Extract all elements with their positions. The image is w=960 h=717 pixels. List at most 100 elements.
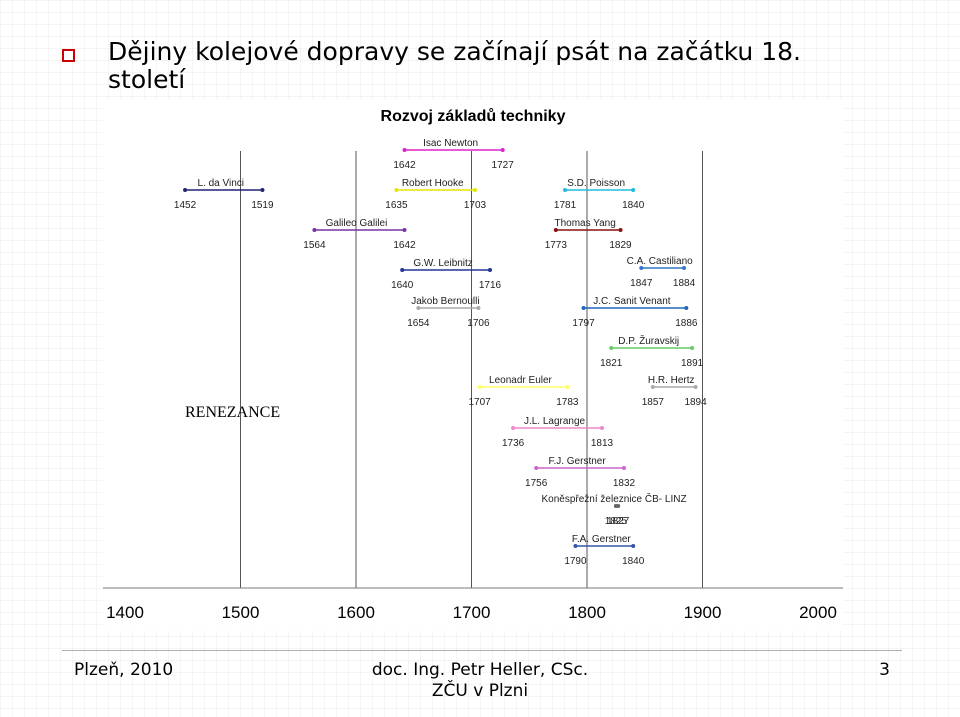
entry-9-start-year: 1797 xyxy=(572,318,595,329)
entry-2-end-marker xyxy=(472,188,477,192)
entry-9-start-marker xyxy=(581,306,586,310)
entry-0-start-year: 1642 xyxy=(393,160,416,171)
entry-13-start-year: 1736 xyxy=(502,438,525,449)
entry-3-name: S.D. Poisson xyxy=(567,178,625,189)
bullet-icon xyxy=(62,49,75,62)
footer-author-name: doc. Ing. Petr Heller, CSc. xyxy=(371,660,589,680)
x-tick-label-1500: 1500 xyxy=(222,603,260,622)
entry-6-name: G.W. Leibnitz xyxy=(413,258,472,269)
entry-8-start-marker xyxy=(416,306,421,310)
entry-12-name: H.R. Hertz xyxy=(648,375,695,386)
entry-7-name: C.A. Castiliano xyxy=(627,256,694,267)
x-tick-label-2000: 2000 xyxy=(799,603,837,622)
entry-1-start-year: 1452 xyxy=(174,200,197,211)
entry-14-name: F.J. Gerstner xyxy=(548,456,606,467)
x-tick-label-1800: 1800 xyxy=(568,603,606,622)
entry-12-start-year: 1857 xyxy=(642,397,665,408)
entry-1-start-marker xyxy=(183,188,188,192)
entry-8-name: Jakob Bernoulli xyxy=(411,296,479,307)
entry-0-end-marker xyxy=(500,148,505,152)
chart-title: Rozvoj základů techniky xyxy=(381,108,566,125)
entry-10-name: D.P. Žuravskij xyxy=(618,334,679,347)
page-number: 3 xyxy=(879,660,890,680)
entry-2-start-marker xyxy=(394,188,399,192)
entry-6-end-marker xyxy=(487,268,492,272)
entry-10-start-year: 1821 xyxy=(600,358,623,369)
entry-5-start-marker xyxy=(553,228,558,232)
entry-15-end-marker xyxy=(616,504,621,508)
entry-4-start-year: 1564 xyxy=(303,240,326,251)
entry-11-name: Leonadr Euler xyxy=(489,375,552,386)
entry-14-start-marker xyxy=(534,466,539,470)
entry-12-start-marker xyxy=(650,385,655,389)
entry-3-end-marker xyxy=(631,188,636,192)
entry-1-name: L. da Vinci xyxy=(197,178,244,189)
entry-16-end-marker xyxy=(631,544,636,548)
era-label: RENEZANCE xyxy=(185,404,280,421)
entry-5-end-marker xyxy=(618,228,623,232)
x-tick-label-1700: 1700 xyxy=(453,603,491,622)
entry-7-end-marker xyxy=(682,266,687,270)
entry-8-start-year: 1654 xyxy=(407,318,430,329)
entry-15-end-year: 1827 xyxy=(607,516,630,527)
entry-13-start-marker xyxy=(511,426,516,430)
entry-16-name: F.A. Gerstner xyxy=(572,534,632,545)
entry-8-end-year: 1706 xyxy=(467,318,490,329)
entry-14-start-year: 1756 xyxy=(525,478,548,489)
entry-15-name: Koněspřežní železnice ČB- LINZ xyxy=(541,492,686,505)
entry-12-end-year: 1894 xyxy=(684,397,707,408)
x-tick-label-1400: 1400 xyxy=(106,603,144,622)
footer-divider xyxy=(62,650,902,651)
slide-title: Dějiny kolejové dopravy se začínají psát… xyxy=(108,37,801,94)
entry-5-end-year: 1829 xyxy=(609,240,632,251)
entry-6-start-year: 1640 xyxy=(391,280,414,291)
x-tick-label-1600: 1600 xyxy=(337,603,375,622)
footer-place-date: Plzeň, 2010 xyxy=(74,660,174,680)
entry-11-start-marker xyxy=(477,385,482,389)
entry-9-end-marker xyxy=(684,306,689,310)
entry-0-end-year: 1727 xyxy=(492,160,515,171)
entry-11-end-year: 1783 xyxy=(556,397,579,408)
entry-7-start-year: 1847 xyxy=(630,278,653,289)
entry-14-end-marker xyxy=(621,466,626,470)
entry-14-end-year: 1832 xyxy=(613,478,636,489)
entry-13-end-marker xyxy=(600,426,605,430)
entry-5-start-year: 1773 xyxy=(545,240,568,251)
footer-author: doc. Ing. Petr Heller, CSc. ZČU v Plzni xyxy=(330,660,630,702)
entry-6-end-year: 1716 xyxy=(479,280,502,291)
entry-16-start-year: 1790 xyxy=(564,556,587,567)
entry-10-end-year: 1891 xyxy=(681,358,704,369)
entry-2-end-year: 1703 xyxy=(464,200,487,211)
entry-3-start-marker xyxy=(563,188,568,192)
entry-4-start-marker xyxy=(312,228,317,232)
entry-11-start-year: 1707 xyxy=(468,397,491,408)
timeline-svg: Rozvoj základů techniky 1400 1500 1600 1700 1… xyxy=(103,108,843,622)
entry-4-end-marker xyxy=(402,228,407,232)
entry-2-start-year: 1635 xyxy=(385,200,408,211)
entry-2-name: Robert Hooke xyxy=(402,178,464,189)
entry-1-end-marker xyxy=(260,188,265,192)
entry-11-end-marker xyxy=(565,385,570,389)
entry-8-end-marker xyxy=(476,306,481,310)
entry-13-end-year: 1813 xyxy=(591,438,614,449)
entry-3-end-year: 1840 xyxy=(622,200,645,211)
entry-0-start-marker xyxy=(402,148,407,152)
timeline-chart: Rozvoj základů techniky 1400 1500 1600 1700 1… xyxy=(103,99,843,631)
entry-15-start-year: 1825 xyxy=(605,516,628,527)
entry-6-start-marker xyxy=(400,268,405,272)
entry-3-start-year: 1781 xyxy=(554,200,577,211)
entry-0-name: Isac Newton xyxy=(423,138,478,149)
entry-16-end-year: 1840 xyxy=(622,556,645,567)
entry-7-end-year: 1884 xyxy=(673,278,696,289)
entry-10-start-marker xyxy=(609,346,614,350)
x-tick-label-1900: 1900 xyxy=(684,603,722,622)
entry-9-end-year: 1886 xyxy=(675,318,698,329)
entry-5-name: Thomas Yang xyxy=(554,218,615,229)
entry-4-end-year: 1642 xyxy=(393,240,416,251)
entry-13-name: J.L. Lagrange xyxy=(524,416,586,427)
entry-16-start-marker xyxy=(573,544,578,548)
footer-institution: ZČU v Plzni xyxy=(431,681,529,701)
entry-7-start-marker xyxy=(639,266,644,270)
entry-10-end-marker xyxy=(690,346,695,350)
entry-4-name: Galileo Galilei xyxy=(326,218,388,229)
